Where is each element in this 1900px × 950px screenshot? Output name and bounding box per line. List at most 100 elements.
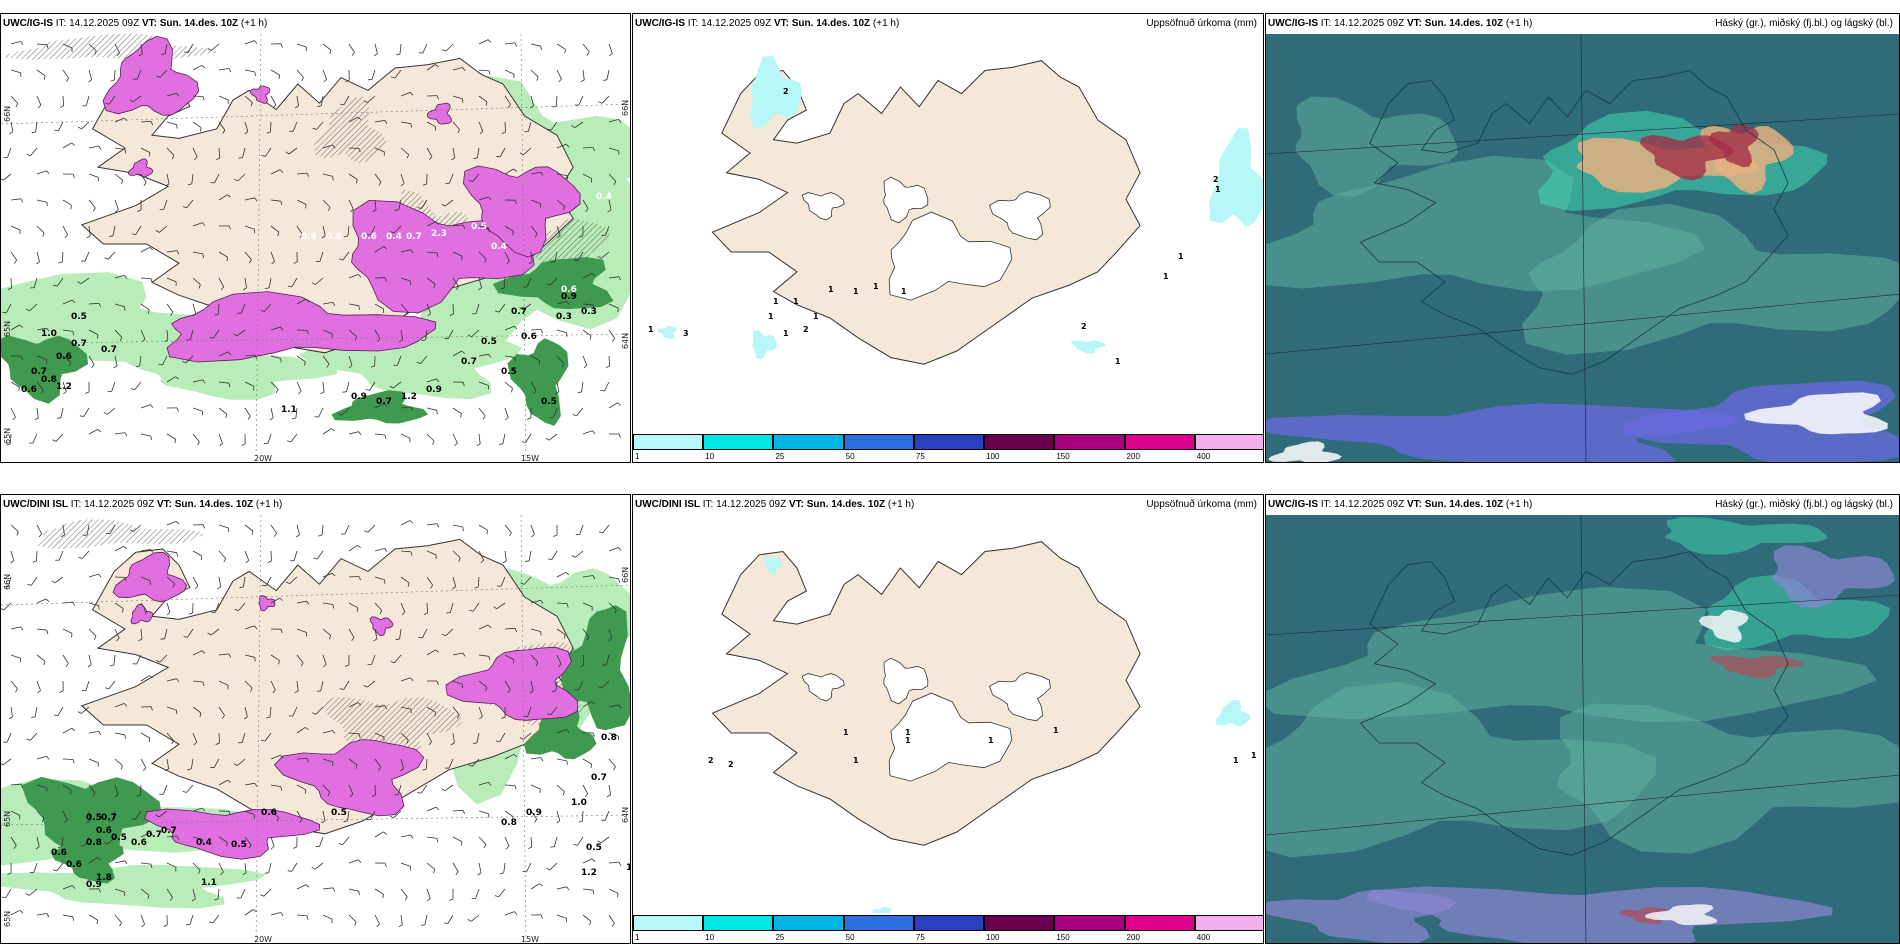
wind-barb-flag: [124, 703, 128, 707]
wind-barb-flag: [427, 898, 431, 902]
wind-barb: [604, 810, 610, 821]
wind-barb-flag: [228, 225, 231, 230]
wind-barb: [270, 69, 280, 76]
wind-barb-flag: [573, 259, 578, 261]
wind-barb-flag: [355, 764, 358, 769]
wind-barb-flag: [597, 255, 602, 259]
wind-barb: [140, 43, 143, 54]
wind-barb: [2, 173, 12, 181]
wind-barb-flag: [563, 634, 566, 639]
wind-barb: [523, 147, 532, 155]
wind-barb-flag: [514, 200, 517, 205]
wind-barb-flag: [197, 441, 200, 446]
wind-barb: [35, 121, 38, 132]
wind-barb: [374, 433, 385, 436]
wind-barb: [315, 706, 324, 715]
precip-value-label: 1: [873, 282, 879, 291]
wind-barb-flag: [77, 126, 82, 130]
wind-barb: [343, 95, 350, 105]
wind-barb: [582, 888, 593, 891]
it-value: 14.12.2025 09Z: [84, 499, 155, 510]
precip-value-label: 1: [773, 297, 779, 306]
wind-barb: [393, 225, 402, 234]
precip-value-label: 0.7: [461, 357, 477, 367]
wind-barb-flag: [64, 819, 68, 824]
wind-barb: [6, 732, 12, 743]
wind-barb: [61, 836, 64, 847]
wind-barb-flag: [51, 580, 56, 584]
wind-barb-flag: [506, 260, 510, 265]
wind-barb-flag: [200, 555, 203, 560]
wind-barb-flag: [20, 41, 24, 45]
wind-barb-flag: [228, 811, 231, 816]
wind-barb: [270, 381, 279, 390]
wind-barb-flag: [525, 560, 530, 562]
wind-barb-flag: [493, 606, 498, 610]
wind-barb-flag: [343, 235, 349, 238]
precip-value-label: 1.0: [571, 798, 587, 808]
wind-barb: [10, 706, 13, 717]
wind-barb-flag: [115, 209, 119, 213]
wind-barb: [322, 43, 332, 51]
wind-barb-flag: [332, 144, 336, 149]
precip-value-label: 2: [728, 760, 734, 769]
wind-barb: [556, 329, 567, 334]
wind-barb: [322, 199, 331, 208]
wind-barbs: [1, 39, 622, 447]
wind-barb: [10, 69, 21, 74]
wind-barb-flag: [592, 732, 595, 737]
wind-barb: [551, 550, 558, 560]
wind-barb: [426, 378, 437, 383]
wind-barb-flag: [1, 896, 6, 898]
precip-value-label: 1: [1251, 751, 1257, 760]
wind-barb-flag: [592, 890, 595, 895]
wind-barb: [88, 355, 95, 365]
precip-color-scale: 1 10 25 50 75 100 150 200 400: [633, 913, 1263, 943]
wind-barb: [190, 758, 194, 769]
wind-barb-flag: [613, 766, 616, 771]
wind-barb: [322, 887, 333, 890]
wind-barb-flag: [348, 365, 353, 369]
wind-barb-flag: [220, 286, 225, 291]
wind-barb: [29, 888, 38, 896]
wind-barb-flag: [114, 794, 119, 798]
precip-value-label: 1: [1053, 726, 1059, 735]
wind-barb-flag: [373, 638, 378, 642]
wind-barb-flag: [226, 842, 228, 847]
wind-barb: [348, 914, 357, 923]
wind-barb: [322, 355, 330, 365]
wind-barb-flag: [410, 709, 412, 714]
wind-barb: [114, 860, 125, 864]
wind-barb: [582, 784, 589, 794]
wind-barb: [582, 273, 593, 279]
wind-panel-bottom: UWC/DINI ISL IT: 14.12.2025 09Z VT: Sun.…: [0, 494, 631, 944]
wind-barb-flag: [545, 437, 550, 441]
precip-value-label: 1: [1178, 252, 1184, 261]
wind-barb-flag: [349, 793, 354, 798]
wind-barb-flag: [422, 183, 427, 186]
wind-barb: [218, 836, 228, 843]
wind-barb: [267, 433, 272, 444]
wind-barb-flag: [485, 687, 488, 692]
it-value: 14.12.2025 09Z: [701, 18, 772, 29]
wind-barb: [88, 173, 99, 178]
wind-barb-flag: [16, 531, 19, 536]
wind-barb: [192, 433, 200, 442]
wind-barb-flag: [109, 664, 115, 667]
wind-barb: [504, 627, 516, 630]
wind-barb: [478, 836, 487, 845]
wind-barb: [62, 381, 67, 392]
wind-barb: [576, 407, 584, 416]
precip-value-label: 0.5: [231, 840, 247, 850]
precip-value-label: 2: [1081, 322, 1087, 331]
wind-barb-flag: [441, 788, 446, 792]
wind-barb: [452, 224, 463, 227]
wind-barb: [582, 701, 592, 708]
wind-barb: [36, 550, 38, 562]
cloud-layer: [1557, 703, 1899, 854]
wind-barb: [582, 430, 593, 435]
wind-barb-flag: [98, 145, 102, 150]
wind-barb-flag: [26, 738, 31, 741]
wind-barb-flag: [27, 584, 32, 586]
wind-barb-flag: [104, 257, 109, 260]
